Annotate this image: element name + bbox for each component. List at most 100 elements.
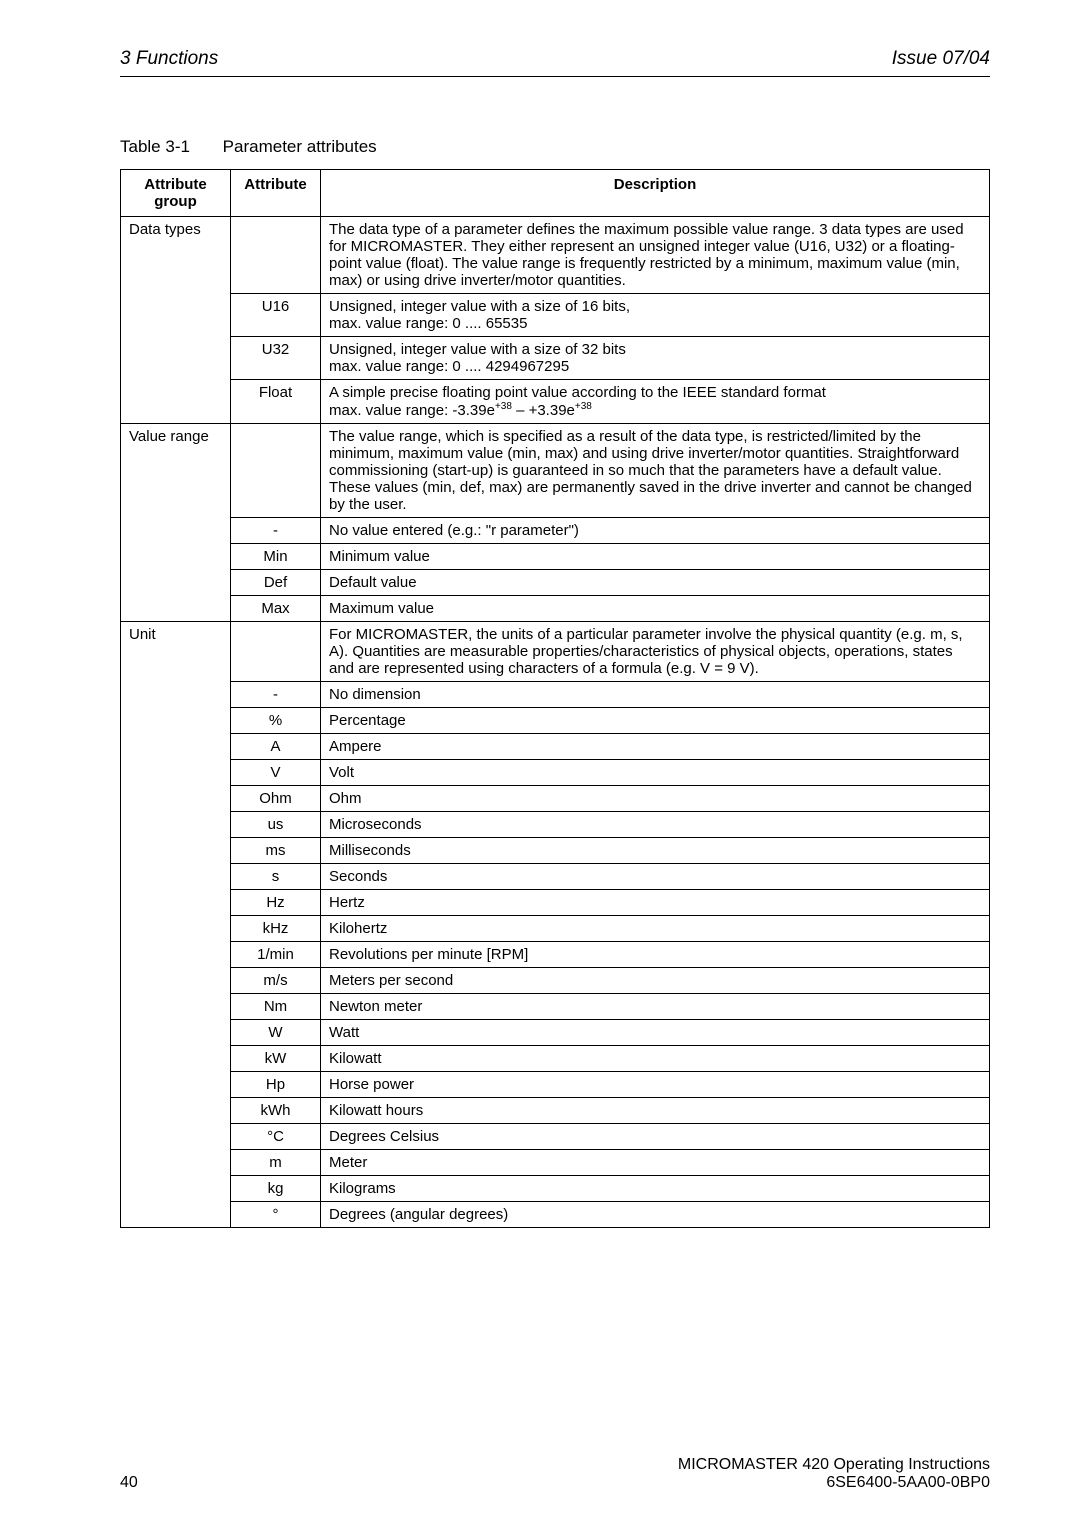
description-cell: Default value xyxy=(321,570,990,596)
header-right: Issue 07/04 xyxy=(892,48,990,70)
attribute-cell: W xyxy=(231,1020,321,1046)
description-cell: Degrees Celsius xyxy=(321,1124,990,1150)
attribute-cell: - xyxy=(231,682,321,708)
attribute-cell: m xyxy=(231,1150,321,1176)
table-row: kgKilograms xyxy=(121,1176,990,1202)
attribute-cell: us xyxy=(231,812,321,838)
attribute-cell: m/s xyxy=(231,968,321,994)
description-cell: Microseconds xyxy=(321,812,990,838)
col-header-description: Description xyxy=(321,170,990,217)
attribute-cell: °C xyxy=(231,1124,321,1150)
attribute-cell: Min xyxy=(231,544,321,570)
group-cell: Unit xyxy=(121,622,231,1228)
table-row: mMeter xyxy=(121,1150,990,1176)
description-cell: Degrees (angular degrees) xyxy=(321,1202,990,1228)
table-row: DefDefault value xyxy=(121,570,990,596)
table-row: MinMinimum value xyxy=(121,544,990,570)
attribute-cell: ° xyxy=(231,1202,321,1228)
table-number: Table 3-1 xyxy=(120,137,190,156)
page-footer: 40 MICROMASTER 420 Operating Instruction… xyxy=(120,1456,990,1492)
attribute-cell: - xyxy=(231,518,321,544)
table-row: VVolt xyxy=(121,760,990,786)
header-left: 3 Functions xyxy=(120,48,218,70)
table-row: usMicroseconds xyxy=(121,812,990,838)
description-cell: Kilowatt hours xyxy=(321,1098,990,1124)
attribute-cell: s xyxy=(231,864,321,890)
attribute-cell: Hz xyxy=(231,890,321,916)
attribute-cell: kW xyxy=(231,1046,321,1072)
attribute-cell xyxy=(231,622,321,682)
description-cell: For MICROMASTER, the units of a particul… xyxy=(321,622,990,682)
attribute-cell: U16 xyxy=(231,294,321,337)
table-row: U32Unsigned, integer value with a size o… xyxy=(121,337,990,380)
description-cell: Horse power xyxy=(321,1072,990,1098)
attribute-cell: Hp xyxy=(231,1072,321,1098)
attribute-cell: V xyxy=(231,760,321,786)
table-row: %Percentage xyxy=(121,708,990,734)
description-cell: Milliseconds xyxy=(321,838,990,864)
description-cell: Minimum value xyxy=(321,544,990,570)
attribute-cell xyxy=(231,217,321,294)
group-cell: Data types xyxy=(121,217,231,424)
attribute-cell: 1/min xyxy=(231,942,321,968)
description-cell: Newton meter xyxy=(321,994,990,1020)
attribute-cell: A xyxy=(231,734,321,760)
description-cell: The data type of a parameter defines the… xyxy=(321,217,990,294)
attribute-cell xyxy=(231,424,321,518)
table-row: Value rangeThe value range, which is spe… xyxy=(121,424,990,518)
description-cell: Percentage xyxy=(321,708,990,734)
attribute-cell: kg xyxy=(231,1176,321,1202)
page-header: 3 Functions Issue 07/04 xyxy=(120,48,990,77)
table-title: Parameter attributes xyxy=(223,137,377,156)
description-cell: Revolutions per minute [RPM] xyxy=(321,942,990,968)
description-cell: Unsigned, integer value with a size of 1… xyxy=(321,294,990,337)
description-cell: Maximum value xyxy=(321,596,990,622)
description-cell: The value range, which is specified as a… xyxy=(321,424,990,518)
description-cell: Kilograms xyxy=(321,1176,990,1202)
table-row: Data typesThe data type of a parameter d… xyxy=(121,217,990,294)
attribute-cell: Max xyxy=(231,596,321,622)
table-row: UnitFor MICROMASTER, the units of a part… xyxy=(121,622,990,682)
table-row: WWatt xyxy=(121,1020,990,1046)
col-header-group: Attribute group xyxy=(121,170,231,217)
description-cell: No dimension xyxy=(321,682,990,708)
attribute-cell: Nm xyxy=(231,994,321,1020)
table-row: OhmOhm xyxy=(121,786,990,812)
parameter-attributes-table: Attribute group Attribute Description Da… xyxy=(120,169,990,1228)
description-cell: Hertz xyxy=(321,890,990,916)
col-header-attribute: Attribute xyxy=(231,170,321,217)
table-row: HzHertz xyxy=(121,890,990,916)
attribute-cell: Float xyxy=(231,380,321,424)
table-row: MaxMaximum value xyxy=(121,596,990,622)
table-row: NmNewton meter xyxy=(121,994,990,1020)
attribute-cell: U32 xyxy=(231,337,321,380)
attribute-cell: ms xyxy=(231,838,321,864)
description-cell: Ohm xyxy=(321,786,990,812)
footer-line-2: 6SE6400-5AA00-0BP0 xyxy=(678,1474,990,1492)
description-cell: Unsigned, integer value with a size of 3… xyxy=(321,337,990,380)
table-row: kWhKilowatt hours xyxy=(121,1098,990,1124)
description-cell: Kilowatt xyxy=(321,1046,990,1072)
description-cell: A simple precise floating point value ac… xyxy=(321,380,990,424)
table-row: m/sMeters per second xyxy=(121,968,990,994)
description-cell: Watt xyxy=(321,1020,990,1046)
table-row: -No dimension xyxy=(121,682,990,708)
description-cell: Kilohertz xyxy=(321,916,990,942)
attribute-cell: kWh xyxy=(231,1098,321,1124)
attribute-cell: Def xyxy=(231,570,321,596)
attribute-cell: % xyxy=(231,708,321,734)
attribute-cell: Ohm xyxy=(231,786,321,812)
table-row: AAmpere xyxy=(121,734,990,760)
table-row: °CDegrees Celsius xyxy=(121,1124,990,1150)
group-cell: Value range xyxy=(121,424,231,622)
description-cell: No value entered (e.g.: "r parameter") xyxy=(321,518,990,544)
table-row: °Degrees (angular degrees) xyxy=(121,1202,990,1228)
description-cell: Volt xyxy=(321,760,990,786)
description-cell: Meter xyxy=(321,1150,990,1176)
table-row: sSeconds xyxy=(121,864,990,890)
description-cell: Meters per second xyxy=(321,968,990,994)
table-row: kHzKilohertz xyxy=(121,916,990,942)
description-cell: Seconds xyxy=(321,864,990,890)
footer-line-1: MICROMASTER 420 Operating Instructions xyxy=(678,1456,990,1474)
attribute-cell: kHz xyxy=(231,916,321,942)
